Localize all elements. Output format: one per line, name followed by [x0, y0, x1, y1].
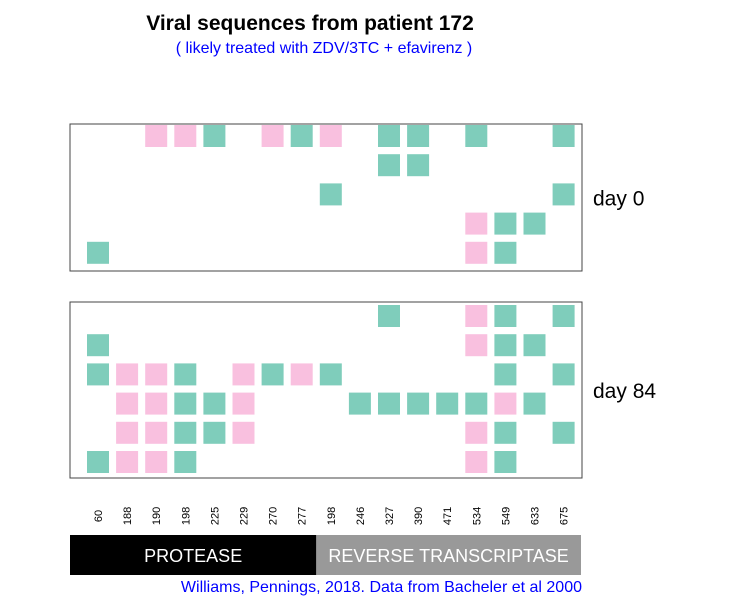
- position-tick-label: 225: [209, 507, 221, 525]
- mutation-cell-other: [232, 421, 255, 444]
- gene-region-bar: [316, 535, 581, 575]
- mutation-cell-other: [319, 125, 342, 147]
- position-tick-label: 198: [180, 507, 192, 525]
- mutation-cell-other: [145, 392, 168, 415]
- mutation-cell: [552, 421, 575, 444]
- mutation-cell-other: [145, 421, 168, 444]
- mutation-cell: [87, 334, 109, 357]
- position-tick-label: 549: [500, 507, 512, 525]
- mutation-cell: [348, 392, 371, 415]
- mutation-cell-other: [465, 334, 488, 357]
- mutation-cell-other: [465, 305, 488, 327]
- mutation-cell-other: [465, 241, 488, 264]
- position-tick-label: 188: [122, 507, 134, 525]
- mutation-cell-other: [232, 363, 255, 386]
- mutation-cell: [523, 392, 546, 415]
- mutation-cell: [203, 125, 226, 147]
- mutation-cell: [494, 334, 517, 357]
- mutation-cell-other: [145, 451, 168, 473]
- mutation-cell-other: [494, 392, 517, 415]
- mutation-cell: [407, 154, 430, 177]
- panel-1: day 0: [69, 123, 644, 272]
- gene-region-label: PROTEASE: [144, 546, 242, 566]
- panel-2: day 84: [69, 301, 656, 479]
- position-tick-label: 277: [297, 507, 309, 525]
- mutation-cell: [407, 392, 430, 415]
- mutation-cell-other: [174, 125, 197, 147]
- mutation-cell: [494, 363, 517, 386]
- mutation-cell: [494, 212, 517, 235]
- position-tick-label: 633: [530, 507, 542, 525]
- mutation-cell-other: [465, 451, 488, 473]
- mutation-cell: [87, 451, 109, 473]
- mutation-cell: [174, 451, 197, 473]
- mutation-cell: [174, 421, 197, 444]
- mutation-cell-other: [116, 451, 139, 473]
- panel-label: day 0: [593, 188, 644, 211]
- position-tick-label: 327: [384, 507, 396, 525]
- mutation-cell: [552, 183, 575, 206]
- mutation-cell: [203, 392, 226, 415]
- mutation-cell: [261, 363, 284, 386]
- gene-region-label: REVERSE TRANSCRIPTASE: [328, 546, 568, 566]
- panel-frame: [69, 123, 583, 272]
- position-tick-label: 675: [559, 507, 571, 525]
- mutation-cell: [494, 241, 517, 264]
- mutation-cell: [174, 363, 197, 386]
- mutation-cell: [552, 363, 575, 386]
- gene-region-bar: [70, 535, 317, 575]
- mutation-cell: [378, 392, 400, 415]
- mutation-cell: [87, 363, 109, 386]
- position-tick-label: 198: [326, 507, 338, 525]
- position-tick-label: 246: [355, 507, 367, 525]
- position-tick-label: 190: [151, 507, 163, 525]
- mutation-cell-other: [116, 392, 139, 415]
- mutation-cell: [494, 305, 517, 327]
- mutation-cell: [552, 305, 575, 327]
- mutation-cell: [552, 125, 575, 147]
- mutation-cell-other: [145, 363, 168, 386]
- position-tick-label: 471: [442, 507, 454, 525]
- mutation-cell: [523, 334, 546, 357]
- mutation-cell: [378, 154, 400, 177]
- mutation-cell: [319, 363, 342, 386]
- mutation-cell-other: [261, 125, 284, 147]
- position-tick-label: 229: [239, 507, 251, 525]
- mutation-cell-other: [116, 421, 139, 444]
- mutation-cell: [494, 451, 517, 473]
- position-tick-label: 534: [471, 507, 483, 525]
- mutation-cell: [378, 125, 400, 147]
- chart-title: Viral sequences from patient 172: [146, 12, 474, 35]
- mutation-cell: [465, 125, 488, 147]
- mutation-cell: [319, 183, 342, 206]
- mutation-cell-other: [145, 125, 168, 147]
- mutation-cell-other: [116, 363, 139, 386]
- mutation-cell: [87, 241, 109, 264]
- mutation-cell: [203, 421, 226, 444]
- source-caption: Williams, Pennings, 2018. Data from Bach…: [180, 579, 582, 596]
- mutation-cell: [290, 125, 313, 147]
- mutation-cell-other: [290, 363, 313, 386]
- mutation-cell: [494, 421, 517, 444]
- mutation-cell: [407, 125, 430, 147]
- position-tick-label: 270: [268, 507, 280, 525]
- mutation-cell: [436, 392, 459, 415]
- mutation-cell: [523, 212, 546, 235]
- mutation-cell-other: [465, 212, 488, 235]
- mutation-cell: [378, 305, 400, 327]
- position-tick-label: 390: [413, 507, 425, 525]
- mutation-cell-other: [465, 421, 488, 444]
- mutation-cell-other: [232, 392, 255, 415]
- mutation-cell: [465, 392, 488, 415]
- panel-frame: [69, 301, 583, 479]
- panel-label: day 84: [593, 380, 656, 403]
- position-tick-label: 60: [93, 510, 105, 522]
- chart-subtitle: ( likely treated with ZDV/3TC + efaviren…: [175, 40, 473, 57]
- mutation-cell: [174, 392, 197, 415]
